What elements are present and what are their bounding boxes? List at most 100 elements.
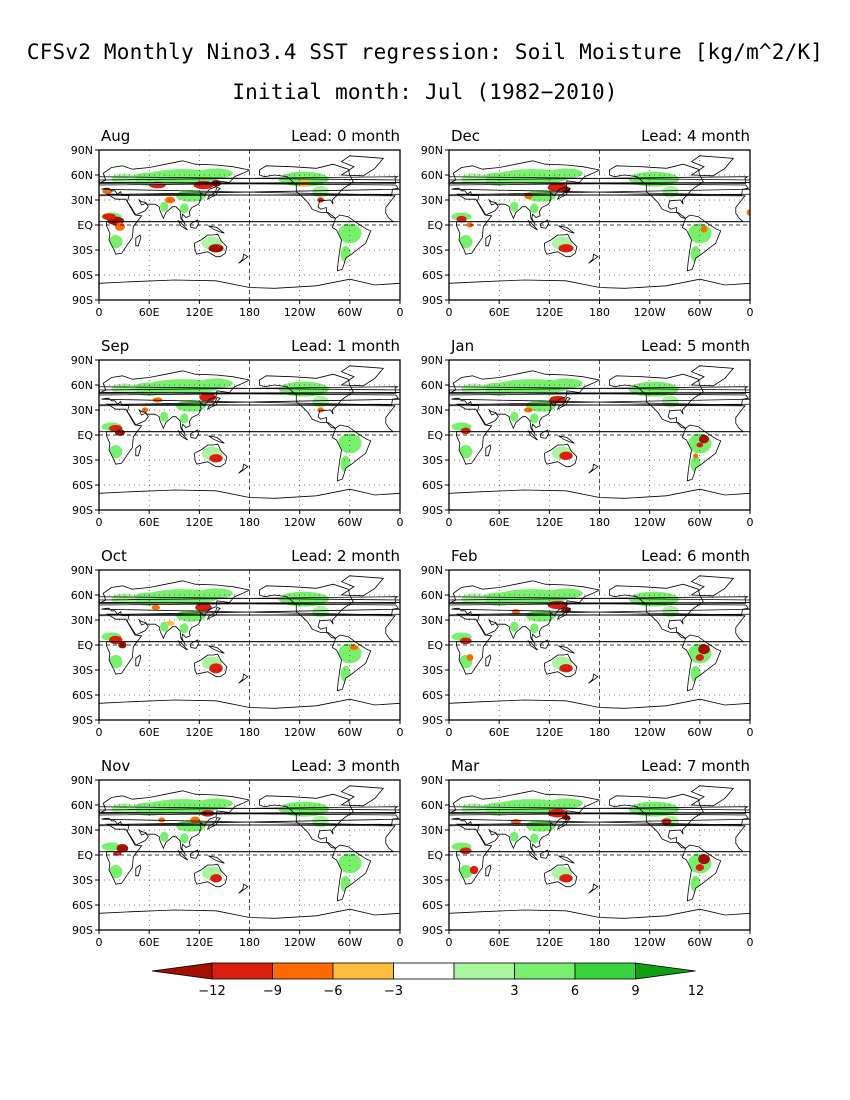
colorbar-label: 12 <box>688 984 705 999</box>
anomaly-patch <box>116 844 129 853</box>
anomaly-patch <box>338 223 362 244</box>
lon-tick-label: 120E <box>535 936 563 949</box>
anomaly-patch <box>561 815 571 820</box>
anomaly-patch <box>210 874 222 883</box>
anomaly-patch <box>461 173 487 186</box>
anomaly-patch <box>510 411 519 422</box>
lon-tick-label: 0 <box>96 726 103 739</box>
lon-tick-label: 60W <box>337 726 362 739</box>
coastline <box>238 463 249 474</box>
coastline <box>527 639 538 651</box>
lat-tick-label: 90N <box>421 564 443 577</box>
coastline <box>485 444 492 457</box>
lat-tick-label: 90N <box>421 774 443 787</box>
anomaly-patch <box>160 201 169 212</box>
coastline <box>690 155 735 177</box>
lat-tick-label: 60N <box>421 169 443 182</box>
colorbar-label: −9 <box>263 984 282 999</box>
lat-tick-label: 60S <box>72 269 93 282</box>
coastline <box>238 883 249 894</box>
lon-tick-label: 60W <box>687 516 712 529</box>
lat-tick-label: 60N <box>71 589 93 602</box>
coastline <box>177 429 188 441</box>
lon-tick-label: 0 <box>397 726 404 739</box>
lat-tick-label: 90S <box>72 294 93 307</box>
anomaly-patch <box>459 847 472 855</box>
lat-tick-label: 30S <box>422 244 443 257</box>
coastline <box>340 365 385 387</box>
lat-tick-label: 90N <box>71 774 93 787</box>
lat-tick-label: EQ <box>77 429 93 442</box>
lon-tick-label: 120W <box>284 516 316 529</box>
coastline <box>340 575 385 597</box>
panel-lead-label: Lead: 2 month <box>291 547 400 565</box>
coastline <box>99 488 400 510</box>
lat-tick-label: 30S <box>72 874 93 887</box>
lat-tick-label: 30S <box>422 874 443 887</box>
anomaly-patch <box>524 192 533 200</box>
anomaly-patch <box>558 244 574 253</box>
lat-tick-label: 90S <box>422 504 443 517</box>
anomaly-patch <box>165 196 176 204</box>
lat-tick-label: 60N <box>71 169 93 182</box>
panel-month-label: Oct <box>101 547 127 565</box>
anomaly-patch <box>461 593 487 606</box>
anomaly-patch <box>460 427 471 435</box>
lat-tick-label: 60N <box>421 799 443 812</box>
coastline <box>99 596 400 604</box>
coastline <box>558 225 575 234</box>
anomaly-patch <box>101 842 122 851</box>
anomaly-patch <box>510 831 519 842</box>
coastline <box>527 219 538 231</box>
anomaly-patch <box>510 621 519 632</box>
coastline <box>449 193 750 223</box>
colorbar-segment <box>393 962 455 980</box>
lon-tick-label: 120E <box>185 516 213 529</box>
coastline <box>177 639 188 651</box>
lat-tick-label: 30S <box>72 664 93 677</box>
lon-tick-label: 0 <box>747 726 754 739</box>
coastline <box>259 373 354 429</box>
coastline <box>193 233 228 258</box>
lon-tick-label: 0 <box>96 516 103 529</box>
anomaly-patch <box>109 655 123 669</box>
lon-tick-label: 120E <box>535 306 563 319</box>
colorbar-label: −6 <box>323 984 342 999</box>
coastline <box>681 634 722 692</box>
colorbar-label: 9 <box>631 984 639 999</box>
anomaly-patch <box>180 833 189 844</box>
lat-tick-label: EQ <box>427 639 443 652</box>
lat-tick-label: 60S <box>422 689 443 702</box>
coastline <box>100 370 400 435</box>
anomaly-patch <box>102 213 116 221</box>
anomaly-patch <box>208 244 224 253</box>
lon-tick-label: 180 <box>239 726 260 739</box>
anomaly-patch <box>160 411 169 422</box>
anomaly-patch <box>111 383 137 395</box>
coastline <box>208 435 225 444</box>
coastline <box>177 849 188 861</box>
coastline <box>449 613 750 643</box>
coastline <box>331 424 372 482</box>
anomaly-patch <box>199 798 233 809</box>
coastline <box>558 645 575 654</box>
lon-tick-label: 60E <box>139 306 160 319</box>
anomaly-patch <box>698 854 710 865</box>
coastline <box>99 908 400 930</box>
lon-tick-label: 60E <box>139 726 160 739</box>
coastline <box>99 193 400 223</box>
panel-lead-label: Lead: 4 month <box>641 127 750 145</box>
anomaly-patch <box>510 201 519 212</box>
anomaly-patch <box>165 620 175 626</box>
figure-title: CFSv2 Monthly Nino3.4 SST regression: So… <box>26 40 824 64</box>
lon-tick-label: 0 <box>446 306 453 319</box>
lon-tick-label: 60E <box>139 516 160 529</box>
lat-tick-label: 60N <box>421 589 443 602</box>
coastline <box>588 253 599 264</box>
coastline <box>449 698 750 720</box>
colorbar-segment <box>574 962 636 980</box>
anomaly-patch <box>340 455 351 473</box>
